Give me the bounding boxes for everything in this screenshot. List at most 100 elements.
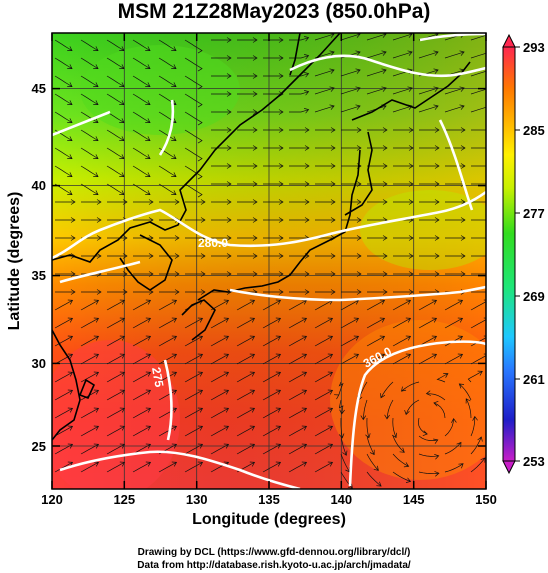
streamline-arrow [445, 199, 466, 205]
streamline-arrow [341, 145, 362, 151]
contour-lines [52, 33, 486, 489]
streamline-arrow [392, 435, 405, 453]
streamline-arrow [445, 271, 466, 277]
streamline-arrow [237, 181, 258, 187]
streamline-arrow [417, 417, 428, 437]
streamline-arrow [263, 199, 284, 205]
streamline-arrow [80, 299, 100, 311]
streamline-arrow [211, 91, 232, 97]
streamline-arrow [185, 199, 206, 205]
x-tick-125: 125 [113, 492, 135, 507]
streamline-arrow [404, 399, 420, 416]
streamline-arrow [132, 371, 152, 383]
streamline-arrow [263, 163, 284, 169]
streamline-arrow [55, 271, 76, 277]
streamline-arrow [236, 425, 256, 437]
streamline-arrow [107, 289, 128, 295]
streamline-arrow [54, 443, 74, 455]
streamline-arrow [107, 253, 128, 259]
streamline-arrow [80, 147, 99, 159]
streamline-arrow [340, 353, 360, 365]
streamline-arrow [54, 371, 74, 383]
streamline-arrow [340, 104, 361, 113]
streamline-arrow [445, 163, 466, 169]
streamline-arrow [367, 235, 388, 241]
streamline-arrow [237, 163, 258, 169]
streamline-arrow [185, 253, 206, 259]
streamline-arrow [80, 353, 100, 365]
streamline-arrow [366, 471, 382, 487]
streamline-arrow [132, 461, 152, 473]
streamline-arrow [106, 353, 126, 365]
streamline-arrow [132, 75, 151, 87]
colorbar-tick-285: 285 [523, 123, 545, 138]
streamline-arrow [184, 443, 204, 455]
streamline-arrow [263, 127, 284, 133]
streamline-arrow [289, 127, 310, 133]
streamline-arrow [341, 253, 362, 259]
streamline-arrow [262, 371, 282, 383]
streamline-arrow [444, 104, 465, 113]
streamline-arrow [81, 253, 102, 259]
streamline-arrow [445, 235, 466, 241]
streamline-arrow [366, 353, 386, 365]
streamline-arrow [211, 163, 232, 169]
streamline-arrow [54, 425, 74, 437]
streamline-arrow [211, 217, 232, 223]
streamline-arrow [366, 86, 387, 95]
streamline-arrow [392, 353, 412, 365]
streamline-arrow [289, 271, 310, 277]
streamline-arrow [80, 111, 99, 123]
streamline-arrow [418, 299, 438, 311]
streamline-arrow [444, 463, 464, 473]
streamline-arrow [210, 407, 230, 419]
streamline-arrow [81, 289, 102, 295]
streamline-arrow [315, 289, 336, 295]
streamline-arrow [288, 443, 308, 455]
streamline-arrow [470, 50, 486, 59]
streamline-arrow [367, 199, 388, 205]
streamline-arrow [158, 461, 178, 473]
streamline-arrow [106, 147, 125, 159]
streamline-arrow [471, 219, 486, 221]
streamline-arrow [132, 183, 151, 195]
streamline-arrow [106, 389, 126, 401]
streamline-arrow [106, 129, 125, 141]
streamline-arrow [365, 417, 371, 439]
streamline-arrow [367, 271, 388, 277]
streamline-arrow [54, 57, 73, 69]
map-title: MSM 21Z28May2023 (850.0hPa) [117, 0, 431, 23]
streamline-arrow [106, 93, 125, 105]
y-axis-ticks [52, 87, 486, 447]
streamline-arrow [54, 299, 74, 311]
streamline-arrow [366, 453, 379, 471]
streamline-arrow [184, 335, 204, 347]
streamline-arrow [314, 86, 335, 95]
streamline-arrow [340, 335, 360, 347]
x-tick-145: 145 [403, 492, 425, 507]
streamline-arrow [54, 93, 73, 105]
streamline-arrow [106, 57, 125, 69]
streamline-arrow [81, 217, 102, 223]
streamline-arrow [289, 90, 310, 96]
streamline-arrow [315, 253, 336, 259]
streamline-arrow [54, 111, 73, 123]
streamline-arrow [392, 317, 412, 329]
streamline-arrow [211, 37, 232, 43]
contour-label-280: 280.0 [198, 236, 228, 250]
streamline-arrow [158, 299, 178, 311]
streamline-arrow [367, 127, 388, 133]
y-axis-tick-labels: 25 30 35 40 45 [32, 81, 46, 454]
streamline-arrow [106, 299, 126, 311]
streamline-arrow [315, 127, 336, 133]
streamline-arrow [380, 381, 394, 399]
streamline-arrow [54, 353, 74, 365]
streamline-arrow [418, 353, 438, 365]
streamline-arrow [133, 199, 154, 205]
streamline-arrow [470, 457, 486, 473]
streamline-arrow [236, 371, 256, 383]
streamline-arrow [184, 353, 204, 365]
streamline-arrow [366, 435, 375, 456]
streamline-arrow [106, 111, 125, 123]
